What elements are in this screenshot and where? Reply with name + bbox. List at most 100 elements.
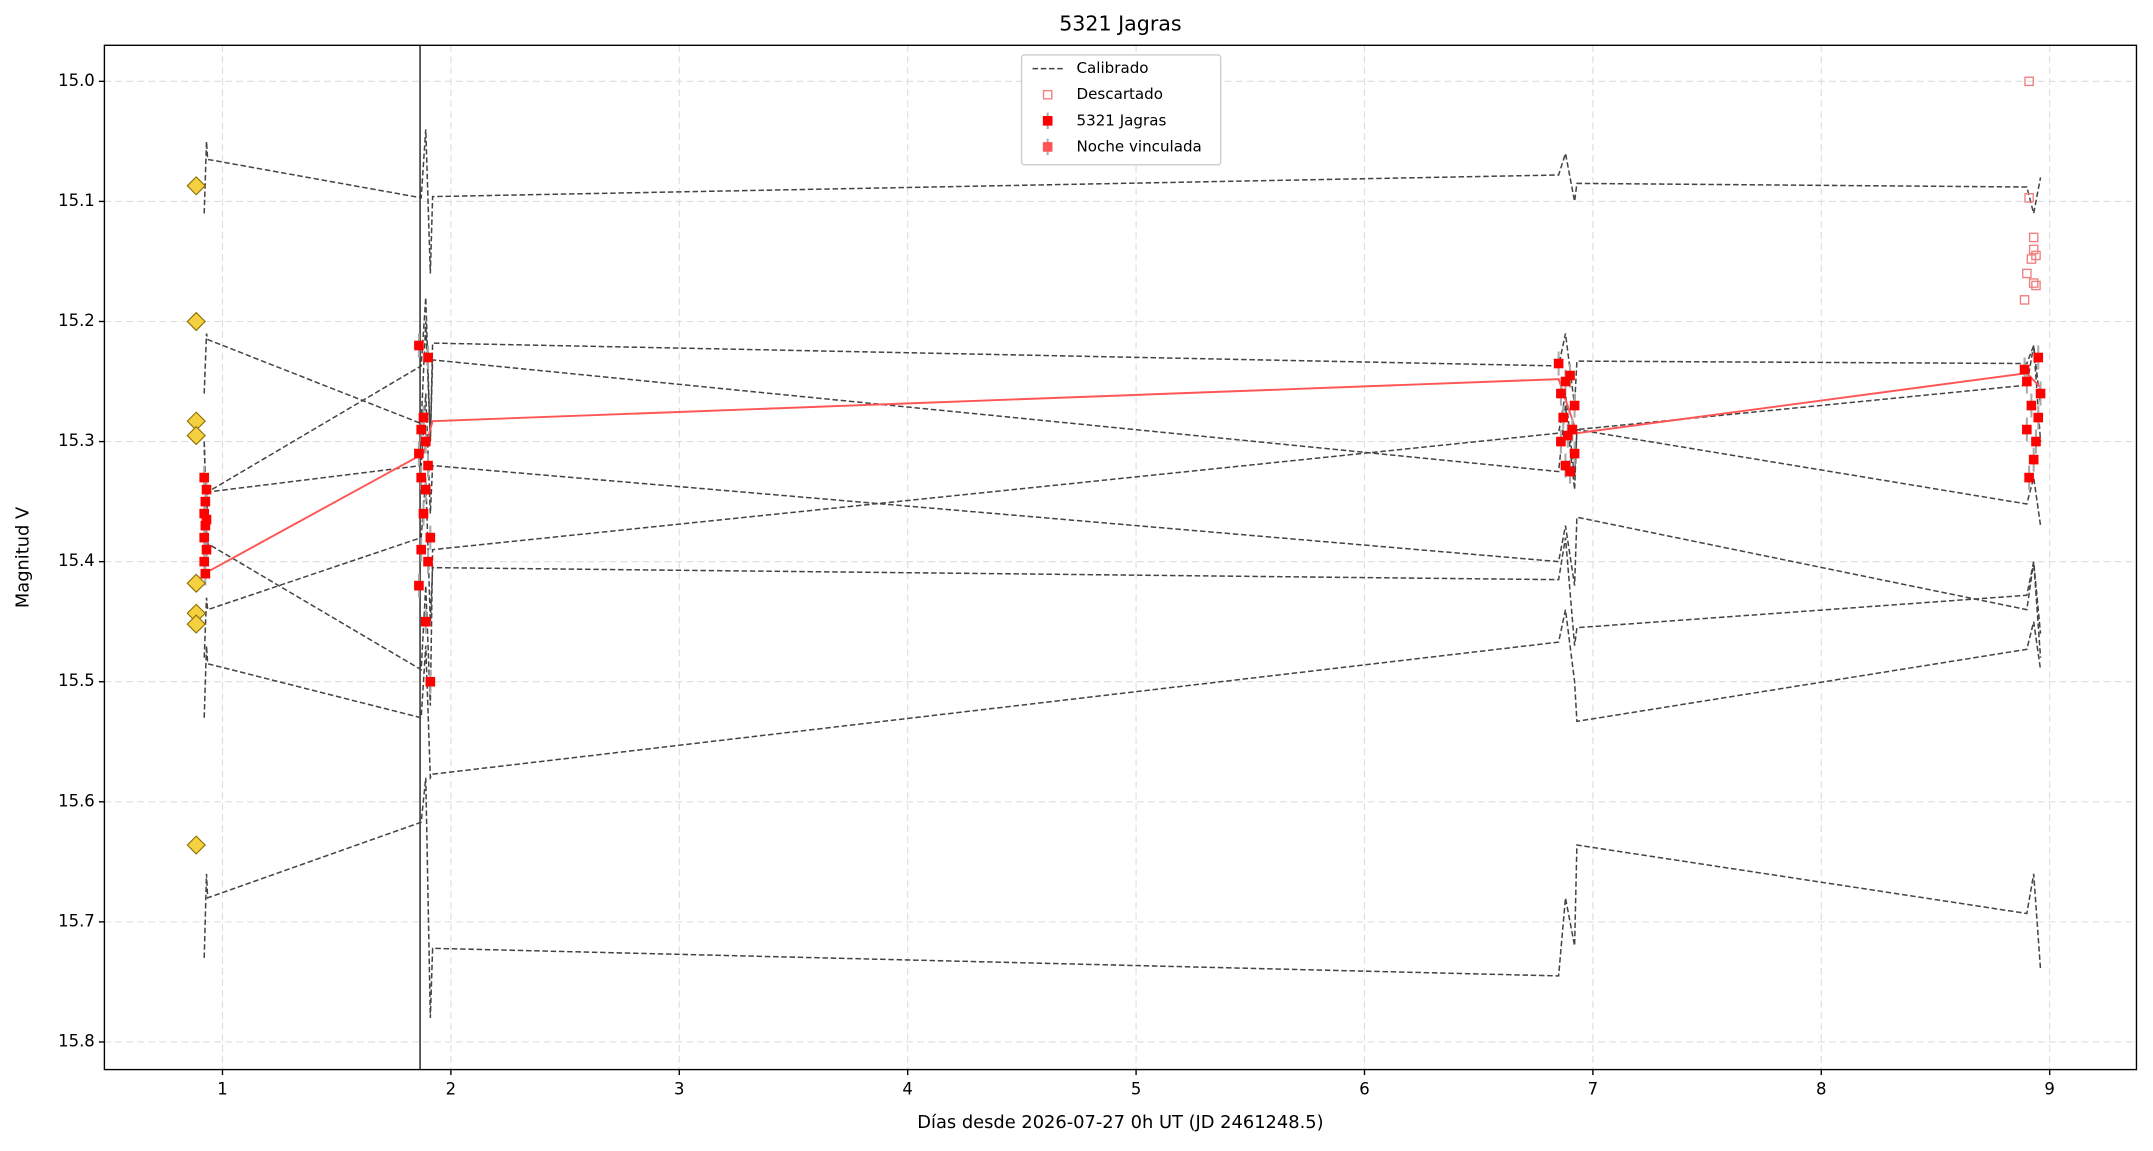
target-point [199,532,210,543]
discarded-point [2028,278,2039,288]
y-axis-label: Magnitud V [12,506,33,608]
target-point [416,424,426,435]
target-point [2031,436,2041,447]
discarded-point [2022,268,2032,279]
y-tick-label: 15.5 [58,671,95,690]
legend-label: Noche vinculada [1076,137,1201,155]
y-tick-label: 15.4 [58,551,95,570]
highlight-point [186,176,206,196]
target-point [1567,424,1578,435]
x-tick-label: 7 [1588,1080,1598,1099]
highlight-point [186,573,206,593]
comparison-line [203,777,2042,1018]
legend-label: Calibrado [1076,59,1148,77]
x-tick-label: 9 [2044,1080,2054,1099]
comparison-line [203,609,2042,781]
target-point [1562,430,1573,441]
comparison-line [203,393,2042,658]
discarded-point [2031,250,2041,261]
comparison-line [203,477,2042,658]
target-point [201,514,212,525]
y-tick-label: 15.3 [58,431,95,450]
legend-swatch [1042,89,1053,100]
discarded-point [2031,280,2041,291]
plot-frame [103,44,2138,1071]
legend-label: Descartado [1076,85,1163,103]
target-point [200,520,211,531]
target-point [200,568,211,579]
target-point [414,340,424,351]
target-point [416,472,426,483]
highlight-point [186,614,206,634]
chart-title: 5321 Jagras [1059,12,1181,36]
discarded-point [2024,76,2034,87]
target-point [199,556,210,567]
target-point [1565,466,1575,477]
discarded-point [2024,193,2034,203]
target-point [425,676,436,687]
target-point [420,484,431,495]
y-tick-label: 15.6 [58,791,95,810]
target-point [1558,412,1568,423]
legend-swatch [1042,116,1053,126]
linked-night-line [203,372,2042,575]
target-point [2019,364,2030,375]
target-point [418,508,429,519]
target-point [2022,376,2032,387]
target-point [2033,352,2044,363]
target-point [1556,388,1566,399]
target-point [1560,460,1571,471]
target-point [2033,412,2044,423]
legend-box [1020,54,1222,166]
target-point [423,352,433,363]
target-point [425,532,436,543]
target-point [423,460,433,471]
comparison-line [203,129,2042,274]
discarded-point [2019,295,2030,305]
highlight-point [186,835,206,855]
target-point [420,616,431,627]
plot-area [186,45,2046,1070]
y-tick-label: 15.7 [58,911,95,930]
x-tick-label: 2 [446,1080,456,1099]
legend-swatch [1042,142,1053,152]
x-tick-label: 1 [217,1080,227,1099]
y-tick-label: 15.1 [58,191,95,210]
target-point [416,544,426,555]
discarded-point [2028,232,2039,243]
target-point [201,484,212,495]
x-tick-label: 5 [1131,1080,1141,1099]
target-point [2026,400,2037,411]
target-point [199,508,210,519]
target-point [1569,448,1580,459]
y-tick-label: 15.8 [58,1031,95,1050]
target-point [200,496,211,507]
y-tick-label: 15.0 [58,71,95,90]
comparison-line [203,345,2042,706]
target-point [2022,424,2032,435]
highlight-point [186,425,206,446]
x-tick-label: 4 [902,1080,912,1099]
target-point [1553,358,1564,369]
comparison-line [203,297,2042,526]
target-point [2035,388,2046,399]
legend-label: 5321 Jagras [1076,111,1166,129]
x-tick-label: 3 [674,1080,684,1099]
comparison-line [203,321,2042,442]
target-point [1565,370,1575,381]
target-point [201,544,212,555]
x-tick-label: 6 [1359,1080,1369,1099]
target-point [1560,376,1571,387]
discarded-point [2028,244,2039,255]
target-point [1556,436,1566,447]
target-point [414,448,424,459]
target-point [418,412,429,423]
target-point [414,580,424,591]
x-tick-label: 8 [1816,1080,1826,1099]
target-point [2024,472,2034,483]
target-point [199,472,210,483]
target-point [2028,454,2039,465]
x-axis-label: Días desde 2026-07-27 0h UT (JD 2461248.… [917,1112,1323,1133]
target-point [1569,400,1580,411]
